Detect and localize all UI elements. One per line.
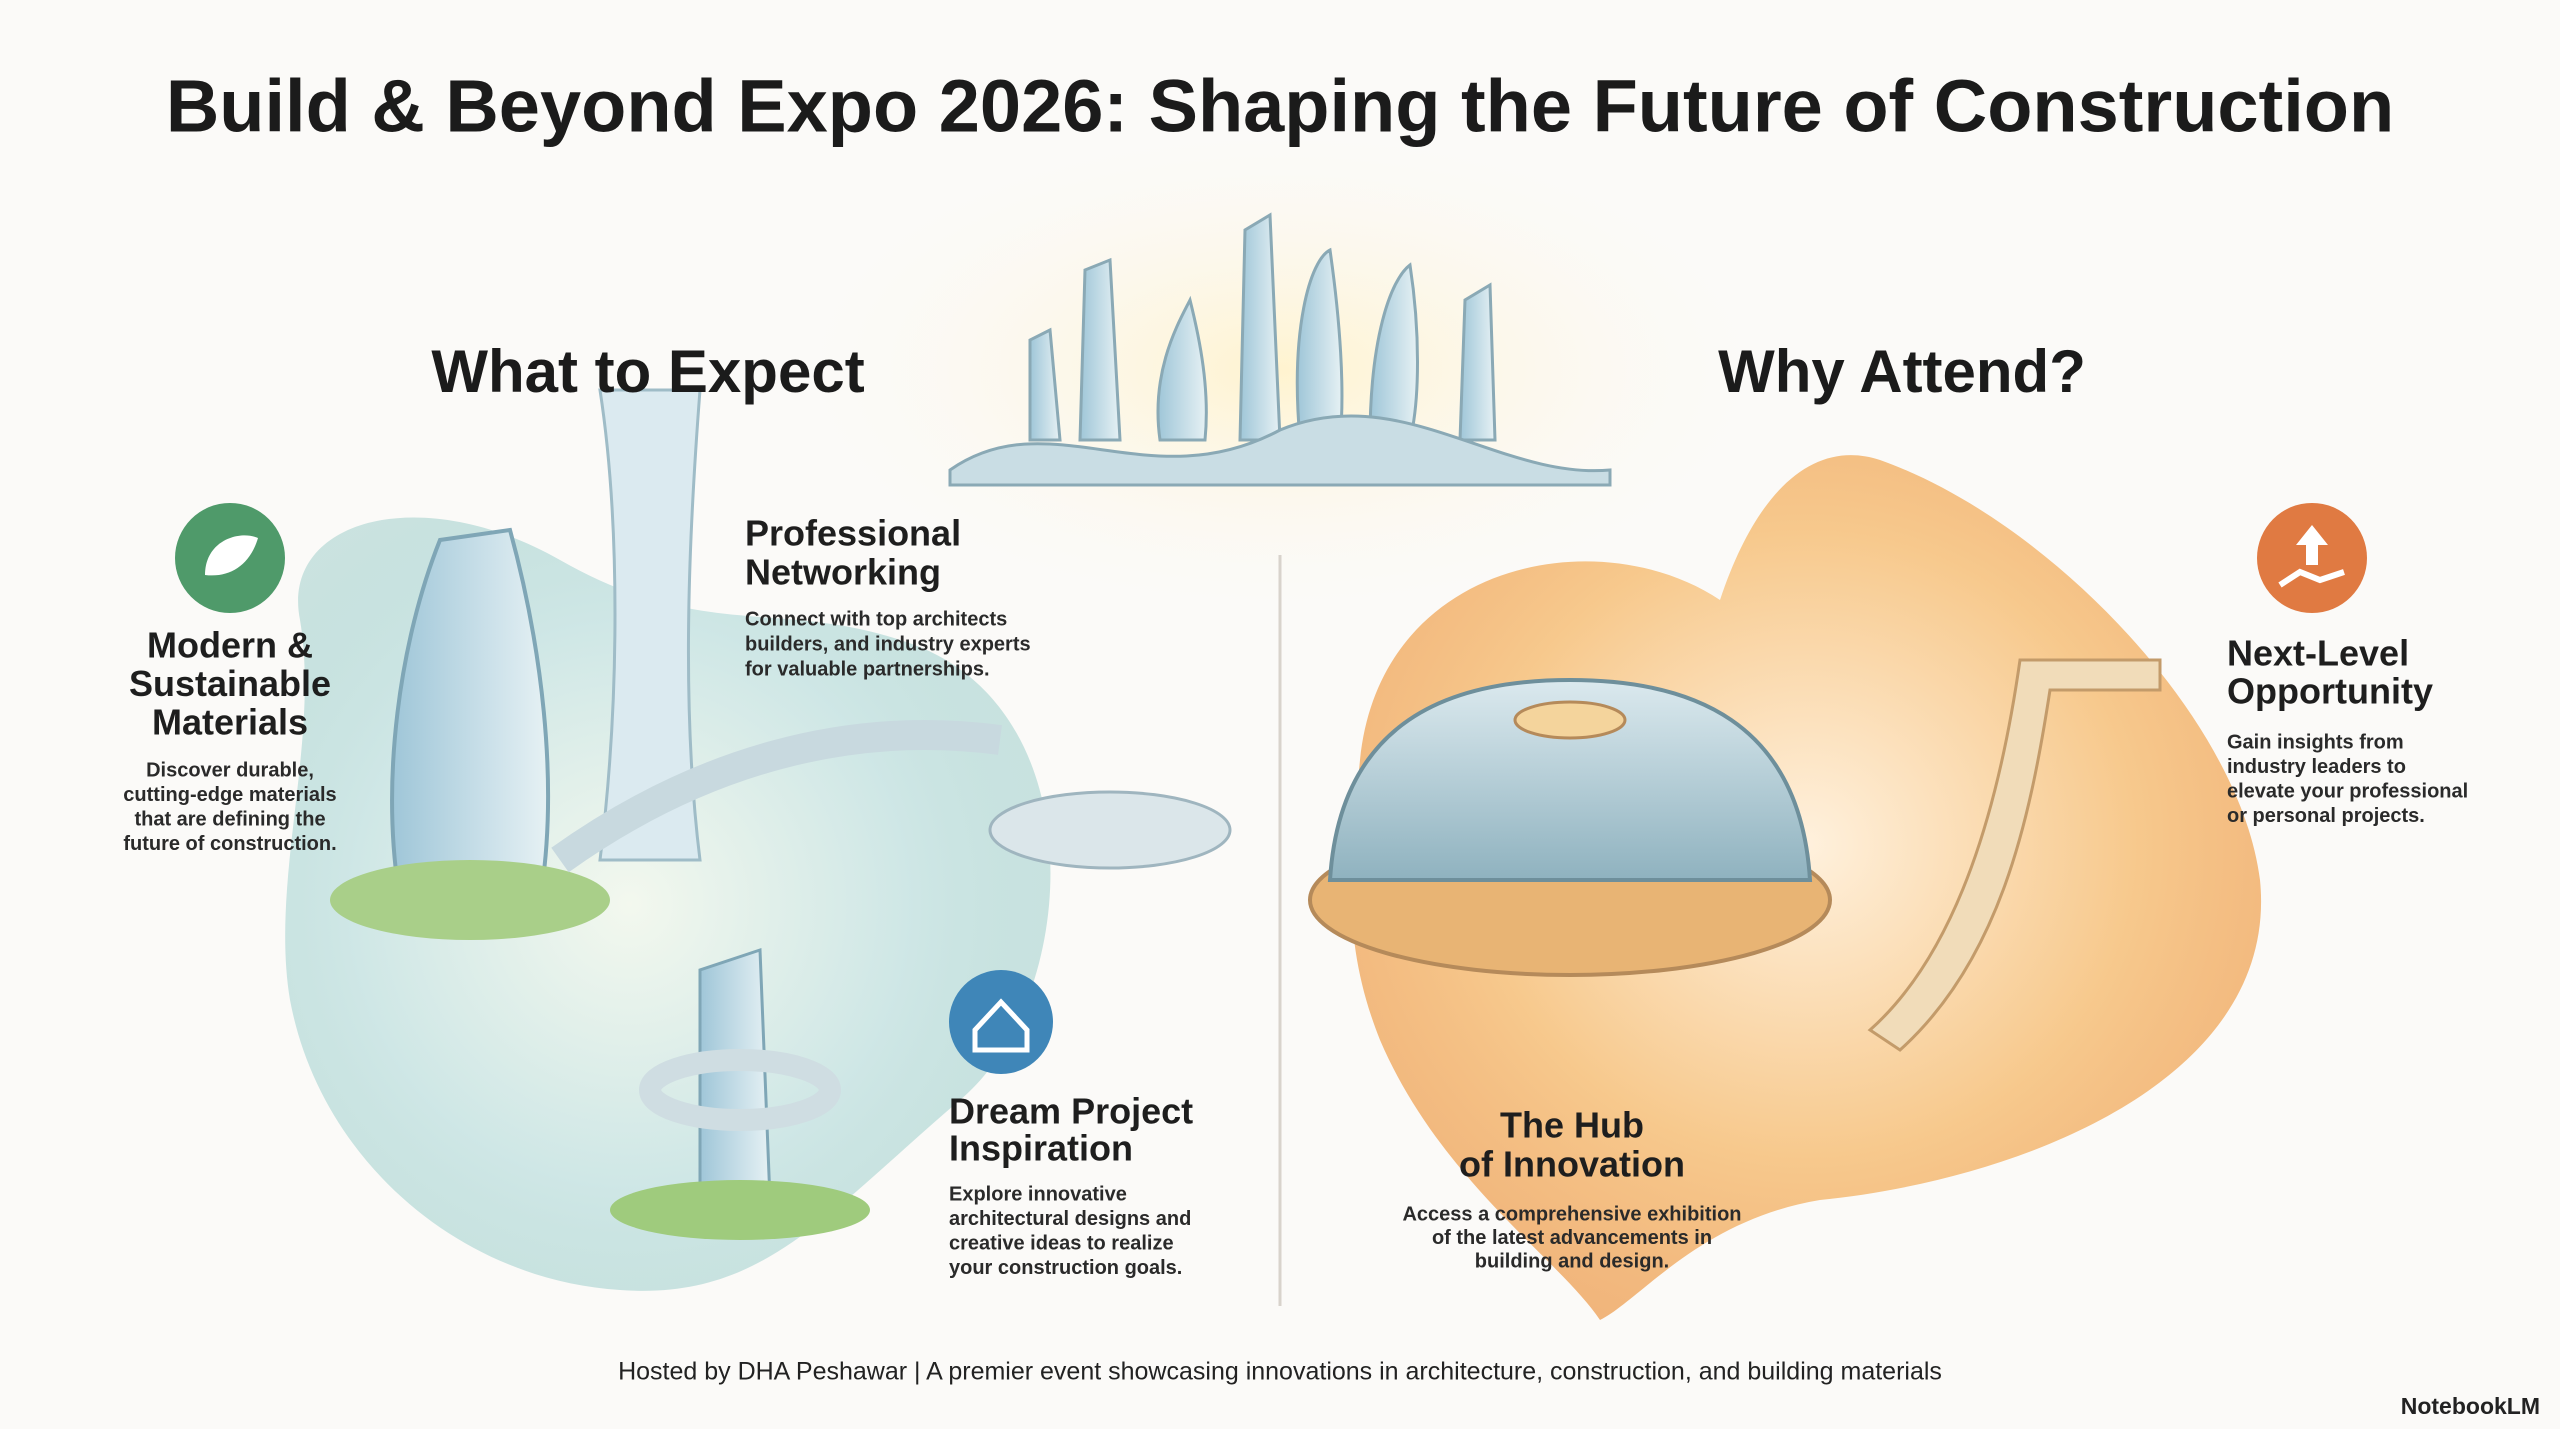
item-title: Modern & [147,625,313,666]
item-description: or personal projects. [2227,805,2425,827]
item-description: Connect with top architects [745,608,1007,630]
item-title: of Innovation [1459,1144,1685,1185]
item-description: of the latest advancements in [1432,1227,1712,1249]
item-title: Opportunity [2227,671,2433,712]
icons [175,503,2367,1074]
item-description: future of construction. [123,833,336,855]
item-description: Gain insights from [2227,731,2404,753]
item-description: builders, and industry experts [745,633,1031,655]
brand: NotebookLM [2401,1393,2540,1419]
item-title: Sustainable [129,663,331,704]
sustainable-tower-illustration [330,388,1232,1240]
item-description: that are defining the [134,808,325,830]
section-heading: What to Expect [431,338,864,405]
skyline [948,212,1612,487]
item-description: for valuable partnerships. [745,658,990,680]
item-description: creative ideas to realize [949,1232,1174,1254]
title: Build & Beyond Expo 2026: Shaping the Fu… [166,65,2394,148]
item-description: Discover durable, [146,759,314,781]
item-title: Professional [745,513,961,554]
item-description: elevate your professional [2227,780,2468,802]
item-description: your construction goals. [949,1257,1182,1279]
item-description: cutting-edge materials [123,784,336,806]
item-title: Inspiration [949,1128,1133,1169]
footer: Hosted by DHA Peshawar | A premier event… [618,1358,1942,1386]
item-title: Dream Project [949,1091,1193,1132]
item-title: Networking [745,552,941,593]
item-description: industry leaders to [2227,756,2406,778]
item-title: Next-Level [2227,633,2409,674]
item-title: Materials [152,702,308,743]
section-heading: Why Attend? [1718,338,2086,405]
dome-illustration [1308,658,2162,1052]
item-title: The Hub [1500,1105,1644,1146]
item-description: building and design. [1475,1250,1669,1272]
item-description: Explore innovative [949,1183,1127,1205]
item-description: Access a comprehensive exhibition [1402,1203,1741,1225]
item-description: architectural designs and [949,1208,1191,1230]
